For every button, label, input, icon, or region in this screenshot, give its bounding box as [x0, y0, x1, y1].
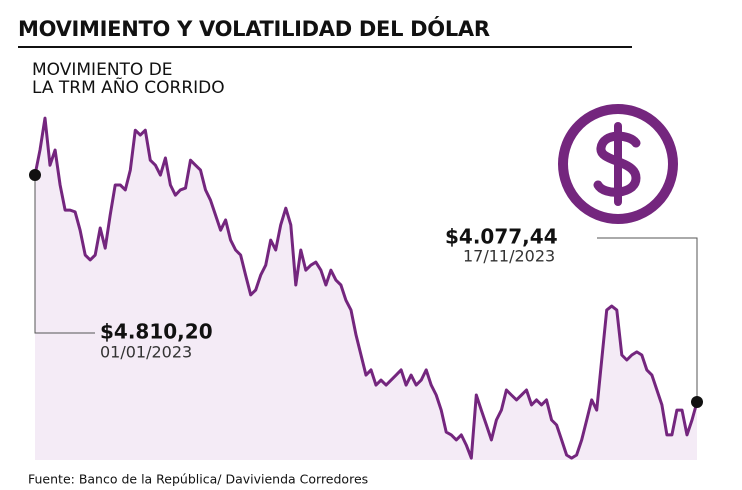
subtitle-line: MOVIMIENTO DE — [32, 60, 173, 80]
line — [33, 116, 699, 460]
source: Fuente: Banco de la República/ Daviviend… — [28, 472, 368, 487]
subtitle-line: LA TRM AÑO CORRIDO — [32, 76, 225, 98]
annotation-value: $4.810,20 — [100, 320, 213, 344]
annotation-value: $4.077,44 — [445, 225, 558, 249]
point — [29, 169, 41, 182]
annotation-date: 17/11/2023 — [463, 247, 555, 266]
dollar-icon — [558, 104, 678, 224]
area — [35, 118, 697, 460]
leader-line — [34, 175, 95, 334]
annotation-date: 01/01/2023 — [100, 343, 192, 362]
leader-line — [597, 237, 698, 402]
point — [691, 395, 703, 408]
chart-title: MOVIMIENTO Y VOLATILIDAD DEL DÓLAR — [18, 16, 490, 41]
